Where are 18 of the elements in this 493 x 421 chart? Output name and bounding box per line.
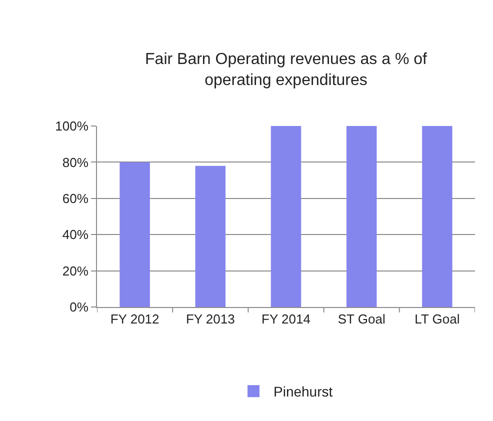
y-tick-label: 100% (55, 118, 89, 134)
x-tick-label: FY 2013 (186, 312, 235, 327)
x-tick-label: FY 2012 (110, 312, 160, 327)
chart-title: Fair Barn Operating revenues as a % of operating expenditures (145, 51, 428, 89)
bar (422, 126, 452, 307)
bar (195, 166, 226, 307)
x-tick-label: LT Goal (414, 312, 460, 327)
bar (120, 162, 150, 307)
x-tick-label: ST Goal (338, 312, 386, 327)
y-tick-label: 60% (62, 190, 89, 206)
y-tick-label: 80% (62, 154, 89, 170)
x-tick-label: FY 2014 (262, 312, 310, 327)
legend-label: Pinehurst (274, 384, 333, 400)
y-tick-label: 0% (70, 300, 89, 315)
bar (346, 126, 377, 307)
bar (270, 126, 302, 307)
y-tick-label: 40% (62, 227, 89, 242)
y-tick-label: 20% (62, 263, 89, 278)
